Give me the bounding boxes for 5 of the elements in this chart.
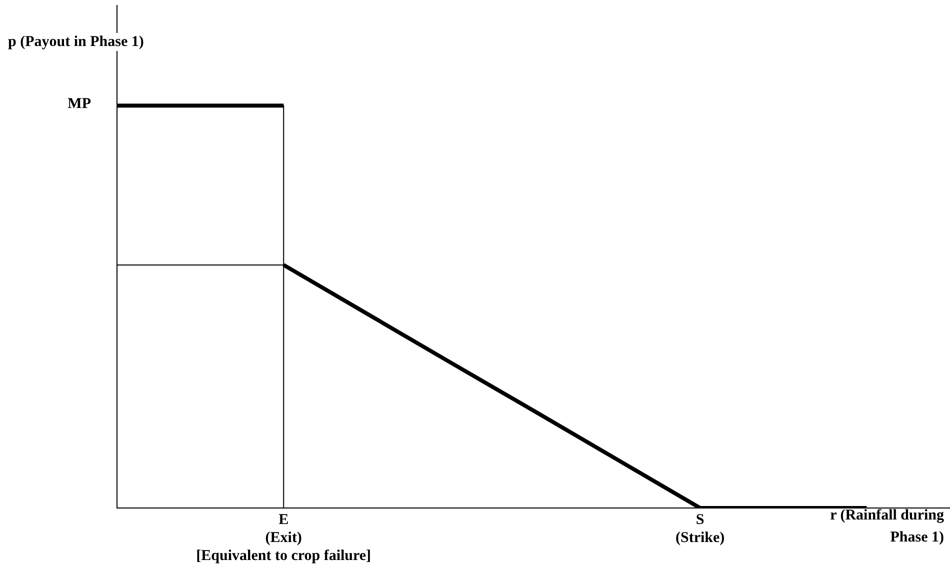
y-axis-title: p (Payout in Phase 1)	[8, 34, 144, 50]
x-tick-label: E (Exit) [Equivalent to crop failure]	[196, 512, 372, 564]
x-axis-title: r (Rainfall during Phase 1)	[830, 507, 944, 546]
x-tick-label: S (Strike)	[676, 512, 725, 546]
text: MP	[68, 96, 91, 112]
